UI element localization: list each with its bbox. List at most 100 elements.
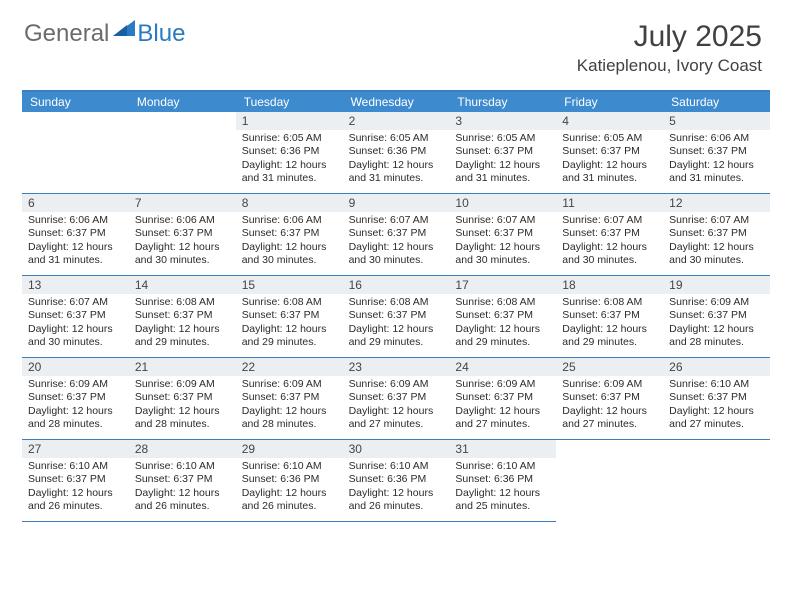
calendar-cell: 11Sunrise: 6:07 AMSunset: 6:37 PMDayligh…	[556, 194, 663, 276]
day-number: 6	[22, 194, 129, 212]
day-number: 11	[556, 194, 663, 212]
day-number: 16	[343, 276, 450, 294]
day-number: 1	[236, 112, 343, 130]
day-number: 4	[556, 112, 663, 130]
calendar-cell: 14Sunrise: 6:08 AMSunset: 6:37 PMDayligh…	[129, 276, 236, 358]
day-number: 30	[343, 440, 450, 458]
location: Katieplenou, Ivory Coast	[577, 56, 762, 76]
header: General Blue July 2025 Katieplenou, Ivor…	[0, 0, 792, 84]
calendar-cell: 12Sunrise: 6:07 AMSunset: 6:37 PMDayligh…	[663, 194, 770, 276]
calendar-cell: 2Sunrise: 6:05 AMSunset: 6:36 PMDaylight…	[343, 112, 450, 194]
day-details: Sunrise: 6:09 AMSunset: 6:37 PMDaylight:…	[449, 376, 556, 436]
day-number: 7	[129, 194, 236, 212]
weekday-header: Saturday	[663, 92, 770, 112]
calendar-body: 1Sunrise: 6:05 AMSunset: 6:36 PMDaylight…	[22, 112, 770, 522]
day-number: 24	[449, 358, 556, 376]
day-details: Sunrise: 6:09 AMSunset: 6:37 PMDaylight:…	[22, 376, 129, 436]
calendar-cell: 30Sunrise: 6:10 AMSunset: 6:36 PMDayligh…	[343, 440, 450, 522]
logo-text-blue: Blue	[137, 20, 185, 48]
day-number: 23	[343, 358, 450, 376]
day-number: 31	[449, 440, 556, 458]
day-number: 29	[236, 440, 343, 458]
day-number: 28	[129, 440, 236, 458]
calendar-cell: 16Sunrise: 6:08 AMSunset: 6:37 PMDayligh…	[343, 276, 450, 358]
day-number: 3	[449, 112, 556, 130]
day-number: 21	[129, 358, 236, 376]
calendar-cell-empty	[22, 112, 129, 194]
day-details: Sunrise: 6:05 AMSunset: 6:37 PMDaylight:…	[556, 130, 663, 190]
calendar-cell: 10Sunrise: 6:07 AMSunset: 6:37 PMDayligh…	[449, 194, 556, 276]
day-details: Sunrise: 6:07 AMSunset: 6:37 PMDaylight:…	[663, 212, 770, 272]
day-details: Sunrise: 6:08 AMSunset: 6:37 PMDaylight:…	[236, 294, 343, 354]
day-details: Sunrise: 6:07 AMSunset: 6:37 PMDaylight:…	[449, 212, 556, 272]
day-details: Sunrise: 6:08 AMSunset: 6:37 PMDaylight:…	[449, 294, 556, 354]
weekday-header: Tuesday	[236, 92, 343, 112]
calendar-cell: 5Sunrise: 6:06 AMSunset: 6:37 PMDaylight…	[663, 112, 770, 194]
day-number: 8	[236, 194, 343, 212]
day-details: Sunrise: 6:06 AMSunset: 6:37 PMDaylight:…	[22, 212, 129, 272]
weekday-header: Sunday	[22, 92, 129, 112]
logo-triangle-icon	[113, 20, 135, 43]
weekday-header: Thursday	[449, 92, 556, 112]
day-details: Sunrise: 6:09 AMSunset: 6:37 PMDaylight:…	[343, 376, 450, 436]
day-details: Sunrise: 6:08 AMSunset: 6:37 PMDaylight:…	[556, 294, 663, 354]
day-details: Sunrise: 6:10 AMSunset: 6:36 PMDaylight:…	[449, 458, 556, 518]
day-details: Sunrise: 6:09 AMSunset: 6:37 PMDaylight:…	[663, 294, 770, 354]
calendar-cell: 3Sunrise: 6:05 AMSunset: 6:37 PMDaylight…	[449, 112, 556, 194]
day-number: 12	[663, 194, 770, 212]
calendar-cell: 4Sunrise: 6:05 AMSunset: 6:37 PMDaylight…	[556, 112, 663, 194]
weekday-header: Monday	[129, 92, 236, 112]
calendar-cell: 7Sunrise: 6:06 AMSunset: 6:37 PMDaylight…	[129, 194, 236, 276]
calendar-cell: 28Sunrise: 6:10 AMSunset: 6:37 PMDayligh…	[129, 440, 236, 522]
calendar-cell: 8Sunrise: 6:06 AMSunset: 6:37 PMDaylight…	[236, 194, 343, 276]
calendar-cell: 23Sunrise: 6:09 AMSunset: 6:37 PMDayligh…	[343, 358, 450, 440]
title-block: July 2025 Katieplenou, Ivory Coast	[577, 20, 762, 76]
calendar-cell: 31Sunrise: 6:10 AMSunset: 6:36 PMDayligh…	[449, 440, 556, 522]
day-details: Sunrise: 6:10 AMSunset: 6:37 PMDaylight:…	[129, 458, 236, 518]
day-details: Sunrise: 6:10 AMSunset: 6:37 PMDaylight:…	[22, 458, 129, 518]
day-details: Sunrise: 6:09 AMSunset: 6:37 PMDaylight:…	[129, 376, 236, 436]
day-number: 18	[556, 276, 663, 294]
day-details: Sunrise: 6:07 AMSunset: 6:37 PMDaylight:…	[556, 212, 663, 272]
day-details: Sunrise: 6:08 AMSunset: 6:37 PMDaylight:…	[343, 294, 450, 354]
day-number: 13	[22, 276, 129, 294]
calendar-cell: 20Sunrise: 6:09 AMSunset: 6:37 PMDayligh…	[22, 358, 129, 440]
calendar-cell: 27Sunrise: 6:10 AMSunset: 6:37 PMDayligh…	[22, 440, 129, 522]
day-number: 2	[343, 112, 450, 130]
day-number: 14	[129, 276, 236, 294]
calendar-cell: 6Sunrise: 6:06 AMSunset: 6:37 PMDaylight…	[22, 194, 129, 276]
calendar-cell: 18Sunrise: 6:08 AMSunset: 6:37 PMDayligh…	[556, 276, 663, 358]
calendar-cell: 25Sunrise: 6:09 AMSunset: 6:37 PMDayligh…	[556, 358, 663, 440]
day-details: Sunrise: 6:05 AMSunset: 6:36 PMDaylight:…	[236, 130, 343, 190]
day-number: 5	[663, 112, 770, 130]
calendar-cell: 21Sunrise: 6:09 AMSunset: 6:37 PMDayligh…	[129, 358, 236, 440]
day-number: 20	[22, 358, 129, 376]
day-number: 17	[449, 276, 556, 294]
day-details: Sunrise: 6:06 AMSunset: 6:37 PMDaylight:…	[663, 130, 770, 190]
calendar-cell: 17Sunrise: 6:08 AMSunset: 6:37 PMDayligh…	[449, 276, 556, 358]
day-details: Sunrise: 6:09 AMSunset: 6:37 PMDaylight:…	[236, 376, 343, 436]
calendar-cell: 29Sunrise: 6:10 AMSunset: 6:36 PMDayligh…	[236, 440, 343, 522]
day-details: Sunrise: 6:10 AMSunset: 6:36 PMDaylight:…	[343, 458, 450, 518]
day-details: Sunrise: 6:06 AMSunset: 6:37 PMDaylight:…	[129, 212, 236, 272]
month-title: July 2025	[577, 20, 762, 54]
calendar-cell: 9Sunrise: 6:07 AMSunset: 6:37 PMDaylight…	[343, 194, 450, 276]
calendar-cell: 15Sunrise: 6:08 AMSunset: 6:37 PMDayligh…	[236, 276, 343, 358]
calendar-header-row: SundayMondayTuesdayWednesdayThursdayFrid…	[22, 92, 770, 112]
day-number: 22	[236, 358, 343, 376]
calendar-cell: 13Sunrise: 6:07 AMSunset: 6:37 PMDayligh…	[22, 276, 129, 358]
calendar-cell: 24Sunrise: 6:09 AMSunset: 6:37 PMDayligh…	[449, 358, 556, 440]
day-details: Sunrise: 6:07 AMSunset: 6:37 PMDaylight:…	[343, 212, 450, 272]
day-number: 10	[449, 194, 556, 212]
logo: General Blue	[24, 20, 185, 48]
calendar-cell-empty	[129, 112, 236, 194]
day-details: Sunrise: 6:08 AMSunset: 6:37 PMDaylight:…	[129, 294, 236, 354]
calendar-cell: 19Sunrise: 6:09 AMSunset: 6:37 PMDayligh…	[663, 276, 770, 358]
day-number: 9	[343, 194, 450, 212]
day-details: Sunrise: 6:05 AMSunset: 6:37 PMDaylight:…	[449, 130, 556, 190]
day-number: 25	[556, 358, 663, 376]
day-details: Sunrise: 6:07 AMSunset: 6:37 PMDaylight:…	[22, 294, 129, 354]
day-number: 27	[22, 440, 129, 458]
day-number: 26	[663, 358, 770, 376]
weekday-header: Friday	[556, 92, 663, 112]
